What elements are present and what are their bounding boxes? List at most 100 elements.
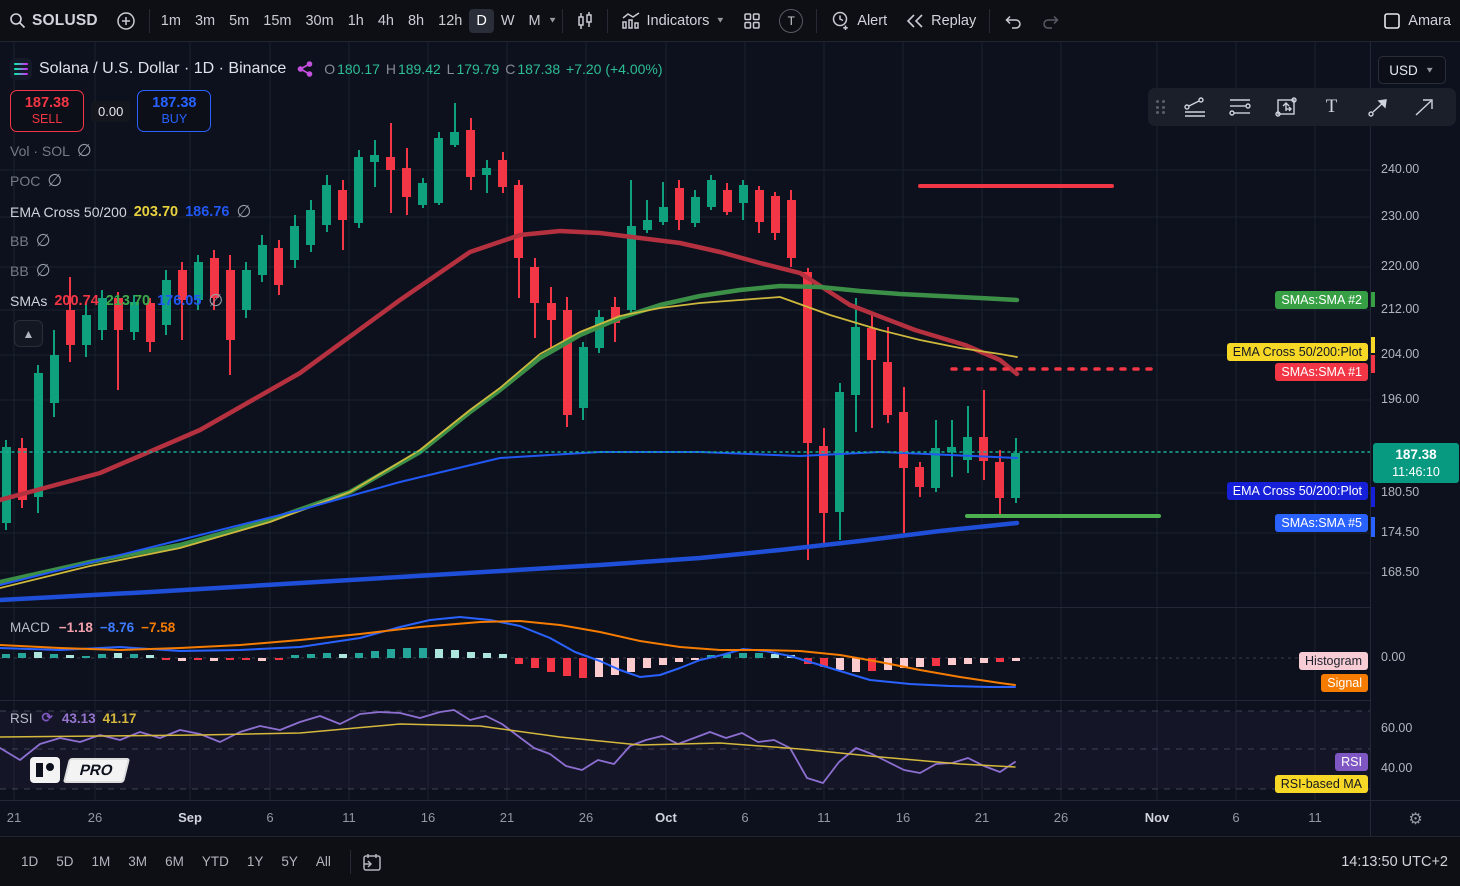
macd-histogram-bar [675,658,684,662]
alert-button[interactable]: Alert [821,6,896,36]
indicators-button[interactable]: Indicators ▼ [612,6,735,36]
macd-histogram-bar [322,653,331,658]
buy-button[interactable]: 187.38 BUY [137,90,212,132]
time-axis[interactable]: 21 26 Sep 6 11 16 21 26 Oct 6 11 16 21 26 Nov 6 11 [0,800,1370,836]
macd-histogram-bar [82,656,91,658]
price-tick: 196.00 [1381,392,1420,406]
indicator-row[interactable]: BB ∅ [10,262,51,279]
macd-histogram-bar [98,654,107,658]
projection-box-tool[interactable] [1265,91,1307,123]
drag-handle[interactable] [1156,100,1165,114]
rsi-band [0,711,1370,789]
refresh-icon[interactable]: ⟳ [41,710,53,725]
currency-toggle-button[interactable]: USD ▼ [1378,56,1446,84]
share-nodes-icon[interactable] [297,61,313,77]
candle [418,183,428,205]
timeframe-W[interactable]: W [500,12,515,29]
macd-histogram-bar [979,658,988,663]
text-tool[interactable]: T [1325,96,1338,117]
arrow-marker-tool[interactable] [1357,91,1399,123]
indicator-row[interactable]: SMAs 200.74 213.70 176.05 ∅ [10,292,223,309]
candle [658,207,668,222]
parallel-lines-tool[interactable] [1219,91,1261,123]
timeframe-1h[interactable]: 1h [347,12,364,29]
go-to-date-icon[interactable] [361,851,383,873]
range-5D[interactable]: 5D [56,854,74,869]
compare-add-button[interactable] [107,6,145,36]
indicator-row[interactable]: POC ∅ [10,172,62,189]
timeframe-1m[interactable]: 1m [160,12,181,29]
redo-button[interactable] [1032,6,1070,36]
pane-separator[interactable] [0,700,1370,701]
timeframe-chevron-down-icon[interactable]: ▼ [547,16,558,25]
macd-histogram-bar [434,649,443,658]
time-tick: 21 [499,810,515,825]
range-YTD[interactable]: YTD [201,854,229,869]
range-1M[interactable]: 1M [91,854,111,869]
timeframe-30m[interactable]: 30m [305,12,334,29]
indicators-icon [621,11,641,30]
layout-grid-button[interactable] [734,6,770,36]
macd-histogram-bar [114,653,123,658]
price-axis[interactable]: 187.38 11:46:10 240.00 230.00 220.00 212.00… [1370,42,1460,800]
time-tick: 21 [6,810,22,825]
axis-plot-tick [1371,355,1375,373]
range-3M[interactable]: 3M [128,854,148,869]
user-account-button[interactable]: Amara [1373,6,1460,36]
timeframe-4h[interactable]: 4h [377,12,394,29]
indicator-row[interactable]: Vol · SOL ∅ [10,142,92,159]
replay-button[interactable]: Replay [896,6,985,36]
candle-wick [982,389,985,480]
eye-off-icon[interactable]: ∅ [236,202,252,221]
macd-legend: MACD −1.18 −8.76 −7.58 [10,620,182,635]
toolbar-separator [561,8,563,33]
eye-off-icon[interactable]: ∅ [76,141,92,160]
range-1Y[interactable]: 1Y [246,854,264,869]
indicator-value: 186.76 [185,203,230,220]
indicator-row[interactable]: EMA Cross 50/200 203.70 186.76 ∅ [10,203,251,220]
toolbar-separator [606,8,608,33]
countdown-timer: 11:46:10 [1392,464,1440,479]
templates-button[interactable]: T [770,6,812,36]
arrow-tool[interactable] [1403,91,1445,123]
pane-separator[interactable] [0,607,1370,608]
chart-type-button[interactable] [567,6,603,36]
axis-settings-corner[interactable]: ⚙ [1370,800,1460,836]
trend-line-tool[interactable] [1173,91,1215,123]
range-5Y[interactable]: 5Y [281,854,298,869]
trade-panel: 187.38 SELL 0.00 187.38 BUY [10,90,212,132]
undo-button[interactable] [994,6,1032,36]
timeframe-5m[interactable]: 5m [229,12,250,29]
pair-title[interactable]: Solana / U.S. Dollar · 1D · Binance [39,60,287,77]
timeframe-15m[interactable]: 15m [263,12,292,29]
macd-histogram-bar [627,658,636,672]
macd-histogram-bar [963,658,972,664]
timeframe-3m[interactable]: 3m [194,12,216,29]
candle [1,447,11,523]
candle [17,448,27,500]
indicator-name: Vol · SOL [10,142,70,159]
timeframe-D[interactable]: D [469,8,494,33]
macd-histogram-bar [146,655,155,658]
collapse-legend-button[interactable]: ▲ [14,320,43,347]
sell-button[interactable]: 187.38 SELL [10,90,84,132]
range-6M[interactable]: 6M [165,854,184,869]
macd-histogram-bar [851,658,860,672]
eye-off-icon[interactable]: ∅ [208,291,224,310]
session-clock[interactable]: 14:13:50 UTC+2 [1341,853,1448,870]
candle [562,310,572,416]
timeframe-M[interactable]: M [528,12,541,29]
symbol-search-button[interactable]: SOLUSD [0,6,107,36]
range-All[interactable]: All [315,854,331,869]
range-1D[interactable]: 1D [21,854,39,869]
indicator-value: 213.70 [105,292,151,309]
eye-off-icon[interactable]: ∅ [35,231,51,250]
candle [274,248,283,285]
candle [498,160,508,187]
eye-off-icon[interactable]: ∅ [47,171,63,190]
eye-off-icon[interactable]: ∅ [35,261,51,280]
timeframe-12h[interactable]: 12h [438,12,463,29]
timeframe-8h[interactable]: 8h [407,12,425,29]
indicator-row[interactable]: BB ∅ [10,232,51,249]
